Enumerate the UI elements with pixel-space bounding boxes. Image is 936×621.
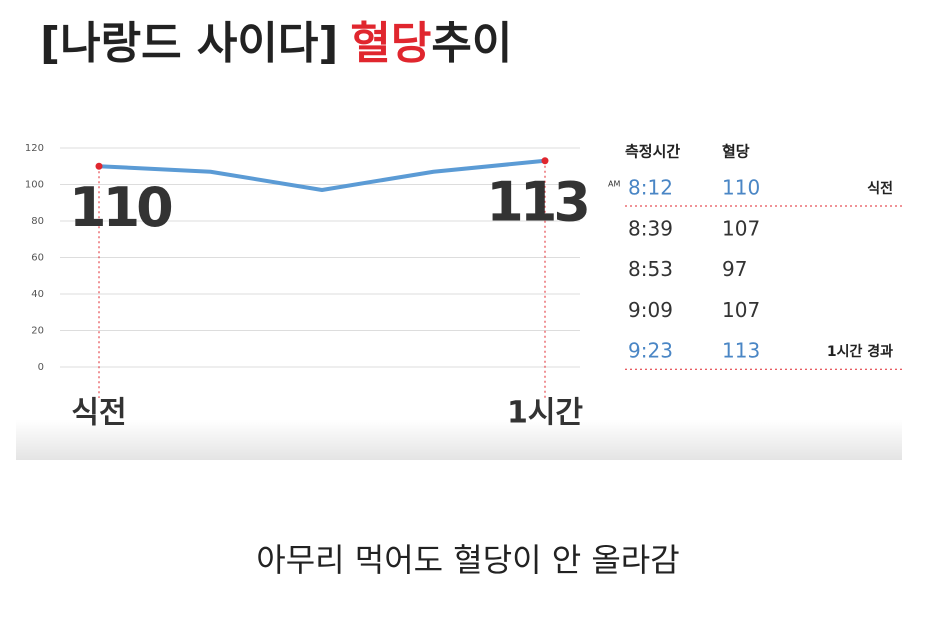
title: [나랑드 사이다] 혈당추이 [40,18,512,69]
table-header: 측정시간 [625,143,680,161]
title-highlight: 혈당 [350,18,431,69]
time-cell: 8:12 [628,176,673,200]
glucose-cell: 110 [722,176,760,200]
line [98,158,546,192]
time-cell: 9:09 [628,298,673,322]
marker [541,157,549,165]
am-label: AM [608,180,620,189]
title-suffix: 추이 [431,18,512,69]
note-cell: 1시간 경과 [827,343,893,360]
caption: 아무리 먹어도 혈당이 안 올라감 [256,541,679,579]
y-tick-label: 40 [31,289,44,300]
time-cell: 9:23 [628,339,673,363]
note-cell: 식전 [867,180,893,197]
table-header: 혈당 [722,143,750,161]
value-label: 113 [486,170,587,233]
glucose-cell: 97 [722,257,747,281]
glucose-cell: 107 [722,298,760,322]
y-tick-label: 60 [31,253,44,264]
marker [95,162,103,170]
time-cell: 8:39 [628,216,673,240]
x-tick-label: 1시간 [507,396,583,431]
title-prefix: [나랑드 사이다] [40,18,338,69]
x-tick-label: 식전 [71,396,126,431]
value-label: 110 [69,176,171,239]
glucose-cell: 107 [722,216,760,240]
panel-shade [16,420,902,460]
y-tick-label: 20 [31,326,44,337]
time-cell: 8:53 [628,257,673,281]
y-tick-label: 100 [25,180,44,191]
y-tick-label: 0 [38,362,44,373]
glucose-cell: 113 [722,339,760,363]
y-tick-label: 80 [31,216,44,227]
y-tick-label: 120 [25,143,44,154]
